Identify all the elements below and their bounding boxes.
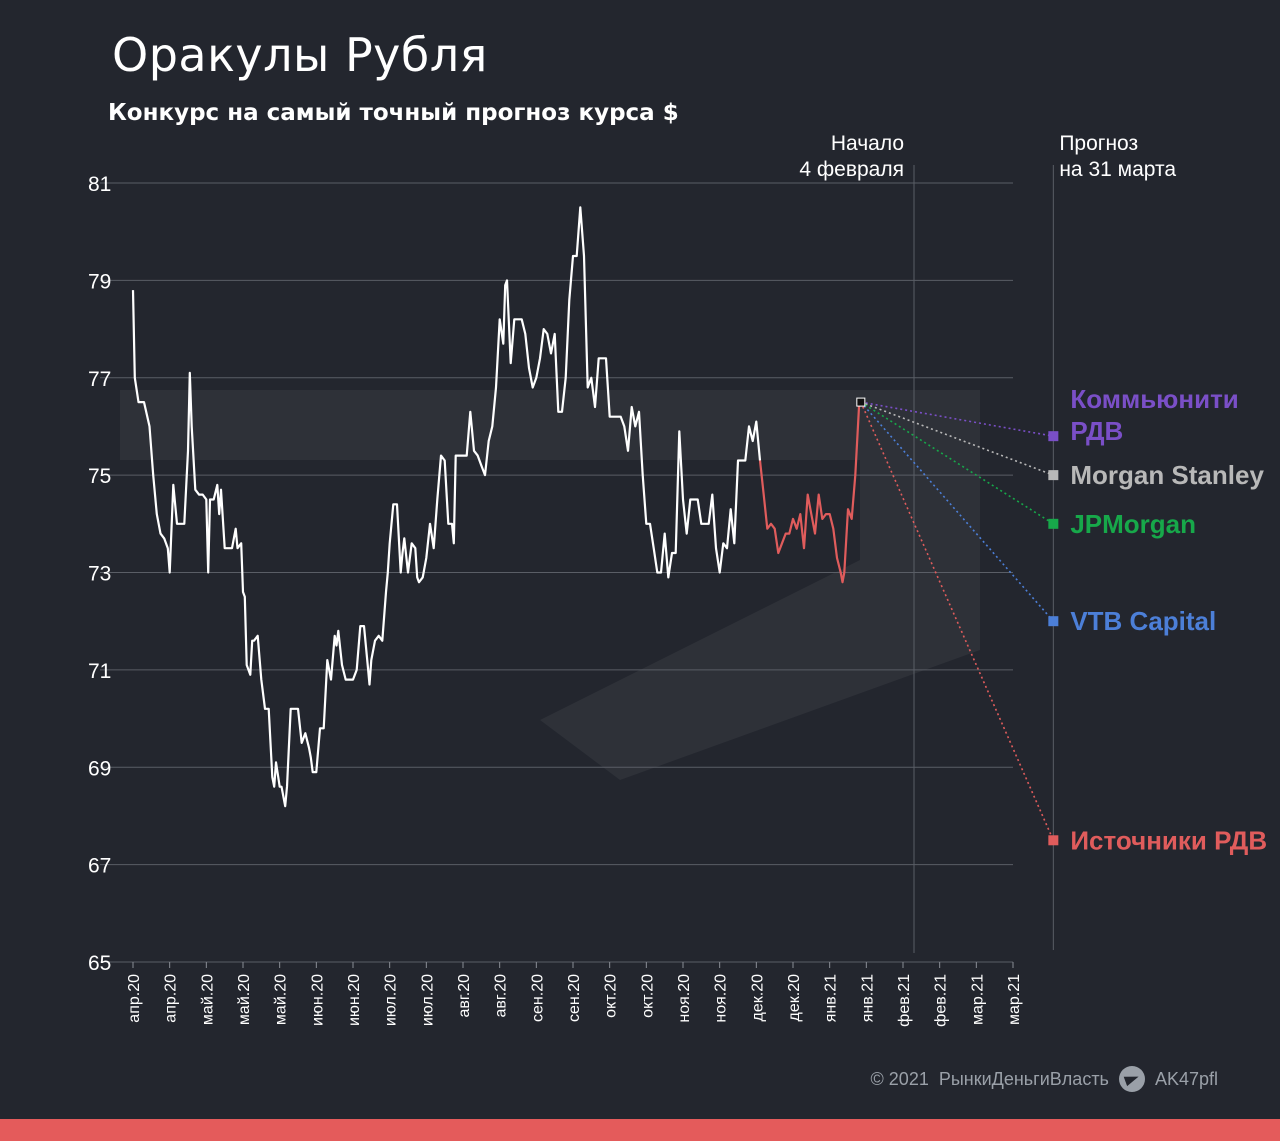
x-tick-label: янв.21 (859, 974, 876, 1022)
forecast-marker (1048, 470, 1059, 481)
last-value-marker (856, 397, 866, 407)
x-tick-label: авг.20 (456, 974, 473, 1018)
footer: © 2021 РынкиДеньгиВласть AK47pfl (871, 1066, 1218, 1092)
x-tick-label: сен.20 (566, 974, 583, 1022)
y-tick-label: 67 (88, 855, 111, 878)
x-tick-label: окт.20 (603, 974, 620, 1018)
x-tick-label: сен.20 (529, 974, 546, 1022)
y-tick-label: 75 (88, 465, 111, 488)
annotation-label: 4 февраля (799, 158, 904, 181)
x-tick-label: июн.20 (346, 974, 363, 1026)
y-tick-label: 65 (88, 952, 111, 975)
y-tick-label: 77 (88, 368, 111, 391)
forecast-label: Источники РДВ (1070, 825, 1267, 855)
x-tick-label: май.20 (199, 974, 216, 1025)
forecast-marker (1048, 616, 1059, 627)
x-tick-label: май.20 (236, 974, 253, 1025)
forecast-label: РДВ (1070, 416, 1123, 446)
y-tick-label: 69 (88, 757, 111, 780)
x-tick-label: ноя.20 (676, 974, 693, 1023)
annotation-label: Начало (831, 132, 904, 155)
x-tick-label: май.20 (273, 974, 290, 1025)
annotation-label: на 31 марта (1059, 158, 1176, 181)
x-tick-label: ноя.20 (713, 974, 730, 1023)
x-tick-label: июн.20 (309, 974, 326, 1026)
y-tick-label: 81 (88, 173, 111, 196)
forecast-label: VTB Capital (1070, 606, 1216, 636)
x-tick-label: апр.20 (163, 974, 180, 1023)
x-tick-label: фев.21 (896, 974, 913, 1027)
accent-bar (0, 1119, 1280, 1141)
x-tick-label: окт.20 (639, 974, 656, 1018)
telegram-icon[interactable] (1118, 1066, 1145, 1092)
x-tick-label: дек.20 (749, 974, 766, 1022)
copyright: © 2021 (870, 1068, 929, 1089)
x-tick-label: мар.21 (969, 974, 986, 1025)
y-tick-label: 79 (88, 270, 111, 293)
forecast-label: Morgan Stanley (1070, 460, 1264, 490)
forecast-marker (1048, 835, 1059, 846)
series-line-history (131, 206, 762, 808)
forecast-label: JPMorgan (1070, 509, 1196, 539)
page-title: Оракулы Рубля (112, 28, 488, 82)
brand-name: РынкиДеньгиВласть (938, 1068, 1109, 1089)
x-tick-label: апр.20 (126, 974, 143, 1023)
watermark-logo (120, 390, 980, 780)
forecast-label: Коммьюнити (1070, 384, 1238, 414)
x-tick-label: фев.21 (933, 974, 950, 1027)
forecast-line (860, 401, 1054, 476)
x-tick-label: июл.20 (419, 974, 436, 1026)
y-tick-label: 71 (88, 660, 111, 683)
x-tick-label: мар.21 (1006, 974, 1023, 1025)
x-tick-label: дек.20 (786, 974, 803, 1022)
page-subtitle: Конкурс на самый точный прогноз курса $ (108, 100, 679, 126)
forecast-marker (1048, 518, 1059, 529)
channel-name[interactable]: AK47pfl (1154, 1068, 1218, 1089)
y-tick-label: 73 (88, 563, 111, 586)
forecast-line (860, 401, 1054, 622)
annotation-label: Прогноз (1059, 132, 1138, 155)
x-tick-label: июл.20 (383, 974, 400, 1026)
x-tick-label: авг.20 (493, 974, 510, 1018)
x-tick-label: янв.21 (823, 974, 840, 1022)
forecast-marker (1048, 431, 1059, 442)
series-line-contest (758, 401, 862, 584)
